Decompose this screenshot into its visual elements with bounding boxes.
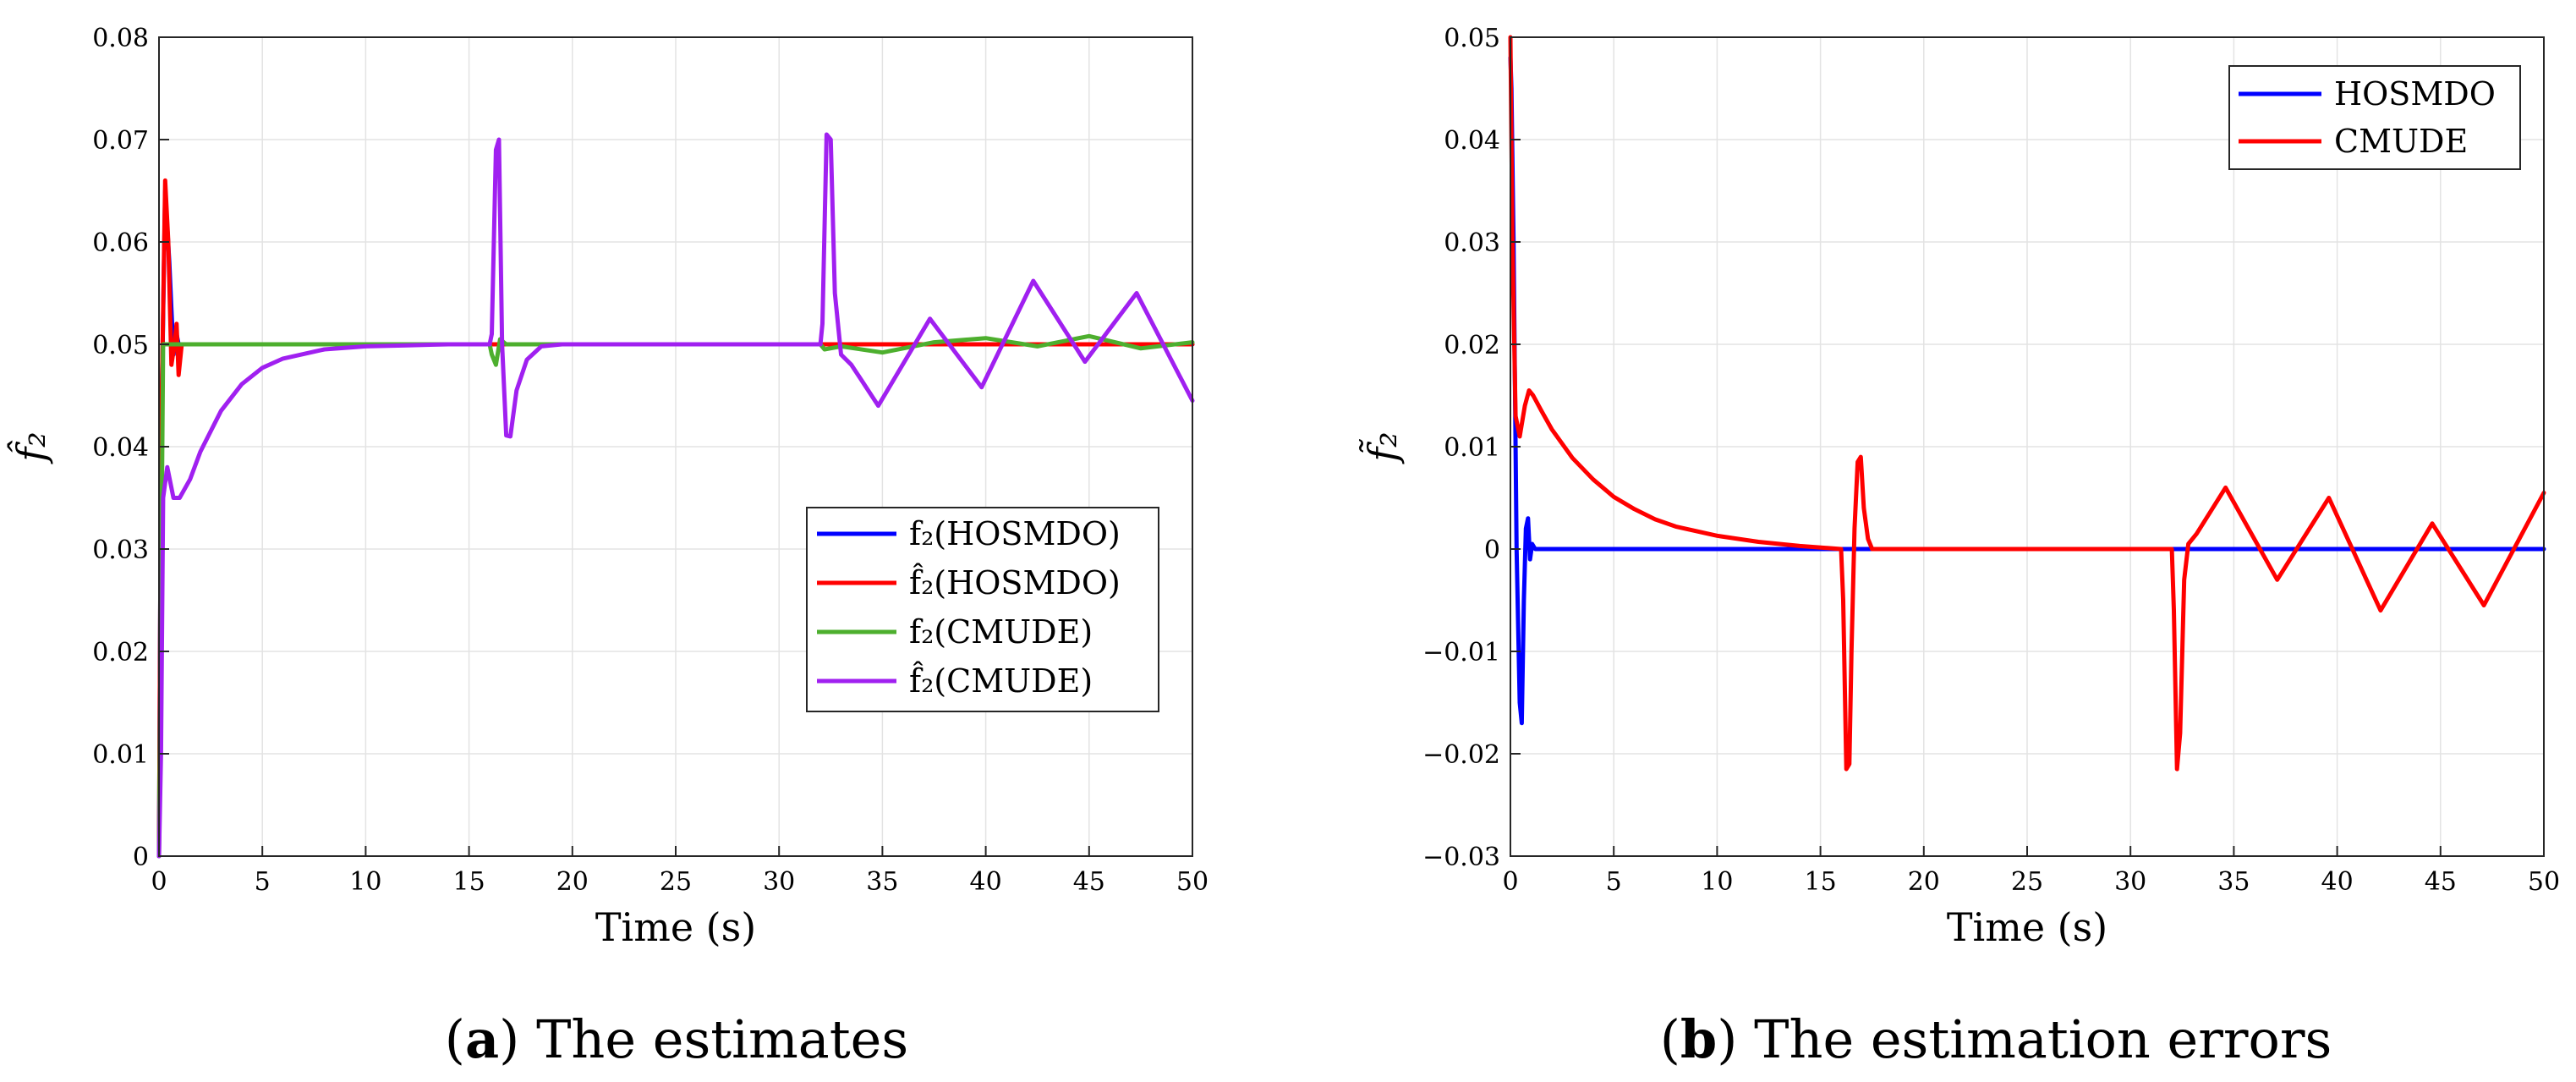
x-tick-label: 35 (866, 867, 898, 897)
y-tick-label: 0.07 (92, 126, 149, 156)
y-tick-label: 0.08 (92, 24, 149, 53)
caption-paren-open: ( (1660, 1008, 1680, 1070)
caption-paren-close: ) (499, 1008, 536, 1070)
y-axis-label: f̂₂ (7, 431, 54, 464)
x-tick-label: 0 (1502, 867, 1518, 897)
y-tick-label: 0.03 (1444, 228, 1500, 258)
series-lines (156, 132, 1195, 859)
x-tick-label: 5 (1606, 867, 1622, 897)
ticks: 0 5 10 15 20 25 30 35 40 45 50 −0.03 −0.02 −0.01 0 0.01… (1422, 24, 2560, 897)
grid (158, 36, 1193, 857)
y-tick-label: 0 (133, 843, 149, 872)
y-tick-label: 0.04 (1444, 126, 1500, 156)
legend-box (806, 507, 1159, 712)
y-tick-label: 0.02 (92, 638, 149, 667)
x-tick-label: 45 (2425, 867, 2457, 897)
x-tick-label: 5 (255, 867, 271, 897)
y-tick-label: −0.01 (1422, 638, 1500, 667)
x-tick-label: 40 (970, 867, 1002, 897)
y-tick-label: 0.04 (92, 433, 149, 463)
caption-letter: b (1680, 1008, 1717, 1070)
caption-a: (a) The estimates (445, 1008, 908, 1070)
legend-label: f̂₂(CMUDE) (909, 662, 1093, 700)
caption-text: The estimation errors (1754, 1008, 2332, 1070)
y-tick-label: 0.06 (92, 228, 149, 258)
legend: HOSMDO CMUDE (2228, 65, 2521, 170)
x-tick-label: 45 (1073, 867, 1105, 897)
x-tick-label: 10 (349, 867, 381, 897)
caption-letter: a (465, 1008, 499, 1070)
x-tick-label: 35 (2217, 867, 2250, 897)
y-tick-label: 0.03 (92, 536, 149, 565)
series-line (1508, 35, 2546, 772)
caption-paren-open: ( (445, 1008, 465, 1070)
legend-label: f̂₂(HOSMDO) (909, 563, 1121, 601)
x-tick-label: 15 (1805, 867, 1837, 897)
x-tick-label: 20 (556, 867, 589, 897)
x-tick-label: 10 (1701, 867, 1733, 897)
panel-b-estimation-errors: 0 5 10 15 20 25 30 35 40 45 50 −0.03 −0.02 −0.01 0 0.01… (1358, 24, 2560, 1070)
legend-box (2228, 65, 2521, 170)
y-tick-label: 0 (1484, 536, 1500, 565)
x-tick-label: 15 (453, 867, 485, 897)
legend: f₂(HOSMDO) f̂₂(HOSMDO) f₂(CMUDE) f̂₂(CMU… (806, 507, 1159, 712)
caption-paren-close: ) (1717, 1008, 1754, 1070)
series-line (156, 132, 1195, 859)
x-tick-label: 20 (1908, 867, 1940, 897)
y-tick-label: 0.05 (1444, 24, 1500, 53)
y-tick-label: 0.05 (92, 331, 149, 360)
x-tick-label: 25 (2011, 867, 2043, 897)
x-axis-label: Time (s) (595, 904, 756, 950)
y-axis-label: f̃₂ (1358, 431, 1406, 464)
legend-label: f₂(CMUDE) (909, 613, 1093, 651)
x-tick-label: 30 (763, 867, 795, 897)
y-tick-label: −0.02 (1422, 740, 1500, 770)
y-tick-label: 0.01 (92, 740, 149, 770)
ticks: 0 5 10 15 20 25 30 35 40 45 50 0 0.01 0.02 0.03 0.04 0.0… (92, 24, 1209, 897)
x-tick-label: 25 (660, 867, 692, 897)
legend-label: HOSMDO (2334, 75, 2496, 113)
legend-label: f₂(HOSMDO) (909, 515, 1121, 552)
x-tick-label: 50 (1176, 867, 1209, 897)
series-lines (1508, 35, 2546, 772)
panel-a-estimates: 0 5 10 15 20 25 30 35 40 45 50 0 0.01 0.02 0.03 0.04 0.0… (7, 24, 1209, 1070)
x-tick-label: 40 (2321, 867, 2354, 897)
series-line (156, 178, 1195, 859)
x-tick-label: 0 (151, 867, 167, 897)
x-axis-label: Time (s) (1947, 904, 2107, 950)
x-tick-label: 50 (2528, 867, 2560, 897)
y-tick-label: 0.02 (1444, 331, 1500, 360)
legend-label: CMUDE (2334, 123, 2468, 160)
y-tick-label: −0.03 (1422, 843, 1500, 872)
caption-b: (b) The estimation errors (1660, 1008, 2332, 1070)
y-tick-label: 0.01 (1444, 433, 1500, 463)
x-tick-label: 30 (2114, 867, 2146, 897)
caption-text: The estimates (536, 1008, 908, 1070)
